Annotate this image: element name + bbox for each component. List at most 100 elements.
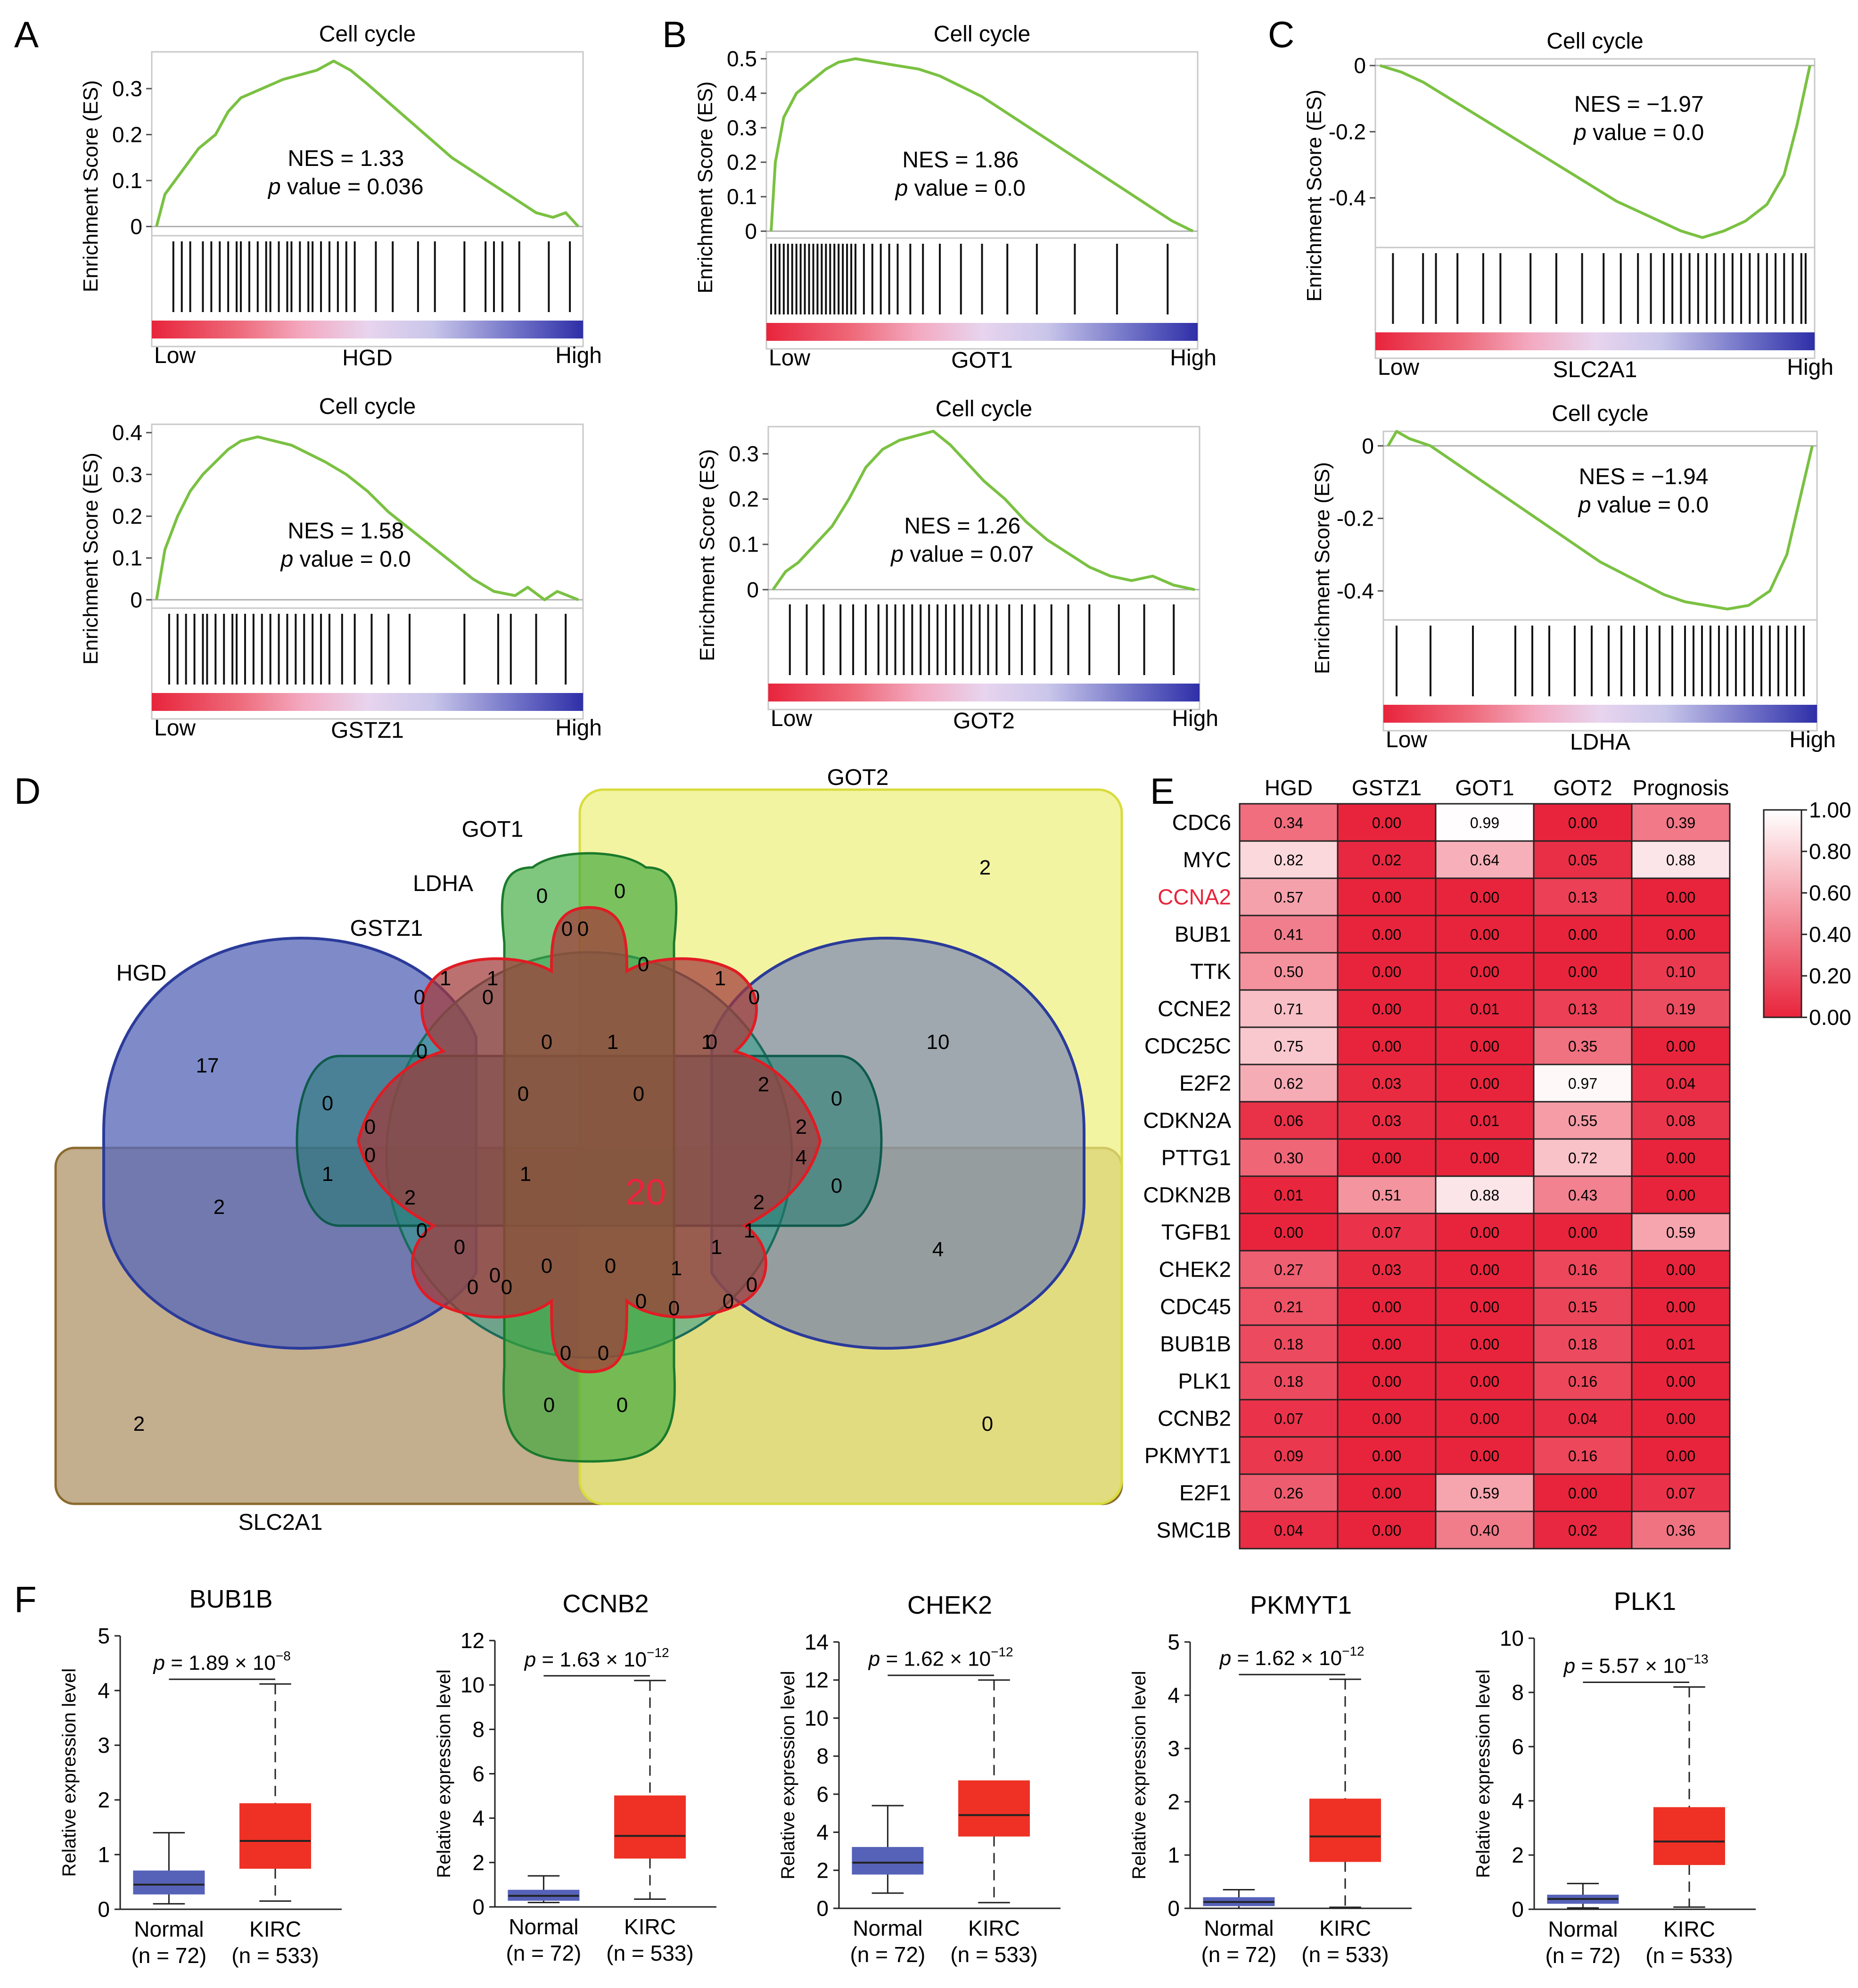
venn-count: 0 bbox=[416, 1219, 428, 1242]
gsea-low-label: Low bbox=[769, 346, 810, 371]
gsea-ylabel: Enrichment Score (ES) bbox=[694, 82, 717, 294]
heatmap-cell-value: 0.16 bbox=[1568, 1448, 1597, 1465]
heatmap-column-label: GOT1 bbox=[1455, 775, 1514, 800]
panel-letter-a: A bbox=[14, 14, 39, 55]
venn-count: 1 bbox=[701, 1031, 713, 1054]
gsea-p-letter: p bbox=[895, 176, 908, 201]
gsea-ytick-label: -0.4 bbox=[1329, 186, 1366, 210]
venn-count: 0 bbox=[982, 1412, 993, 1435]
heatmap-cell-value: 0.72 bbox=[1568, 1150, 1597, 1167]
heatmap-row-label: TGFB1 bbox=[1161, 1220, 1231, 1245]
venn-count: 0 bbox=[746, 1273, 757, 1296]
heatmap-cell bbox=[1631, 1101, 1731, 1140]
venn-count: 2 bbox=[133, 1412, 145, 1435]
box-ytick-label: 5 bbox=[98, 1624, 110, 1648]
heatmap-cell-value: 0.55 bbox=[1568, 1113, 1597, 1130]
heatmap-cell-value: 0.00 bbox=[1568, 1485, 1597, 1502]
heatmap-row-label: CCNE2 bbox=[1158, 997, 1231, 1021]
heatmap-cell-value: 0.00 bbox=[1372, 1299, 1401, 1316]
box-p-exponent: −12 bbox=[991, 1645, 1013, 1659]
gsea-gene-label: GOT1 bbox=[951, 348, 1013, 373]
heatmap-cell bbox=[1631, 1175, 1731, 1214]
heatmap-cell-value: 0.71 bbox=[1274, 1001, 1303, 1018]
box-ytick-label: 4 bbox=[98, 1678, 110, 1703]
venn-count: 0 bbox=[668, 1297, 680, 1320]
heatmap-cell-value: 0.07 bbox=[1372, 1224, 1401, 1241]
gsea-ytick-label: 0.2 bbox=[729, 487, 759, 511]
venn-count: 0 bbox=[322, 1092, 333, 1115]
gsea-title: Cell cycle bbox=[936, 396, 1032, 421]
heatmap-cell-value: 0.00 bbox=[1666, 926, 1695, 943]
gsea-frame bbox=[1374, 58, 1816, 359]
heatmap-cell-value: 0.02 bbox=[1568, 1522, 1597, 1539]
gsea-ytick-label: -0.4 bbox=[1337, 578, 1374, 603]
gsea-gene-label: GOT2 bbox=[953, 709, 1015, 734]
box-title: PKMYT1 bbox=[1250, 1591, 1352, 1619]
gsea-ylabel: Enrichment Score (ES) bbox=[1303, 90, 1326, 302]
heatmap-cell-value: 0.00 bbox=[1470, 926, 1499, 943]
heatmap-cell bbox=[1239, 803, 1339, 842]
box-kirc bbox=[239, 1803, 311, 1869]
venn-count: 0 bbox=[489, 1264, 501, 1287]
venn-count: 4 bbox=[932, 1238, 944, 1261]
box-category-n: (n = 533) bbox=[1301, 1942, 1389, 1967]
heatmap-column-label: GOT2 bbox=[1553, 775, 1612, 800]
gsea-pvalue: p value = 0.0 bbox=[895, 176, 1026, 201]
panel-letter-b: B bbox=[662, 14, 687, 55]
box-ytick-label: 3 bbox=[1167, 1736, 1180, 1761]
box-category-n: (n = 72) bbox=[131, 1943, 206, 1968]
heatmap-cell-value: 0.01 bbox=[1666, 1336, 1695, 1353]
gsea-ytick-label: 0.4 bbox=[727, 81, 757, 106]
gsea-ytick-label: -0.2 bbox=[1329, 119, 1366, 144]
gsea-pvalue: p value = 0.0 bbox=[280, 547, 411, 572]
venn-label-hgd: HGD bbox=[116, 961, 167, 986]
venn-count: 17 bbox=[196, 1054, 219, 1077]
heatmap-row-label: CHEK2 bbox=[1159, 1257, 1231, 1282]
venn-count: 2 bbox=[796, 1115, 807, 1138]
heatmap-cell-value: 0.18 bbox=[1274, 1373, 1303, 1390]
heatmap-cell-value: 0.00 bbox=[1470, 1262, 1499, 1279]
gsea-low-label: Low bbox=[1386, 727, 1427, 752]
heatmap-cell-value: 0.00 bbox=[1666, 1150, 1695, 1167]
heatmap-cell-value: 0.00 bbox=[1666, 889, 1695, 906]
gsea-p-letter: p bbox=[280, 547, 294, 572]
box-p-exponent: −13 bbox=[1686, 1652, 1709, 1666]
venn-count: 0 bbox=[482, 986, 493, 1009]
venn-count: 0 bbox=[831, 1087, 842, 1110]
heatmap-cell-value: 0.16 bbox=[1568, 1262, 1597, 1279]
gsea-low-label: Low bbox=[154, 343, 196, 368]
heatmap-cell-value: 0.88 bbox=[1470, 1187, 1499, 1204]
gsea-title: Cell cycle bbox=[1546, 29, 1643, 54]
heatmap-cell bbox=[1631, 1324, 1731, 1363]
heatmap-cell bbox=[1435, 1361, 1535, 1401]
box-category-label: Normal bbox=[853, 1916, 922, 1940]
gsea-es-curve bbox=[155, 59, 580, 228]
heatmap-row-label: CDC6 bbox=[1172, 810, 1231, 835]
heatmap-cell bbox=[1631, 840, 1731, 879]
gsea-high-label: High bbox=[555, 716, 602, 741]
gsea-ytick-label: 0 bbox=[1354, 53, 1366, 78]
heatmap-cell-value: 0.00 bbox=[1666, 1299, 1695, 1316]
heatmap-cell-value: 0.30 bbox=[1274, 1150, 1303, 1167]
heatmap-row-label: PTTG1 bbox=[1161, 1146, 1231, 1170]
box-p-exponent: −12 bbox=[1342, 1644, 1365, 1658]
heatmap-cell bbox=[1435, 1324, 1535, 1363]
heatmap-row-label: CDKN2A bbox=[1143, 1108, 1231, 1133]
venn-count: 0 bbox=[543, 1394, 555, 1417]
heatmap-cell-value: 0.04 bbox=[1666, 1075, 1695, 1092]
heatmap-cell bbox=[1337, 1436, 1437, 1475]
venn-count: 1 bbox=[671, 1257, 682, 1280]
heatmap-cell-value: 0.01 bbox=[1274, 1187, 1303, 1204]
box-ytick-label: 10 bbox=[805, 1706, 829, 1730]
heatmap-cell bbox=[1533, 803, 1633, 842]
heatmap-cell-value: 0.00 bbox=[1666, 1262, 1695, 1279]
venn-count: 0 bbox=[541, 1254, 552, 1278]
box-category-label: KIRC bbox=[624, 1914, 676, 1939]
heatmap-cell-value: 0.59 bbox=[1666, 1224, 1695, 1241]
gsea-p-text: value = 0.0 bbox=[908, 176, 1026, 201]
heatmap-cell bbox=[1631, 1510, 1731, 1550]
heatmap-cell bbox=[1533, 952, 1633, 991]
box-pvalue: p = 1.62 × 10−12 bbox=[868, 1645, 1013, 1671]
venn-count: 10 bbox=[927, 1031, 950, 1054]
